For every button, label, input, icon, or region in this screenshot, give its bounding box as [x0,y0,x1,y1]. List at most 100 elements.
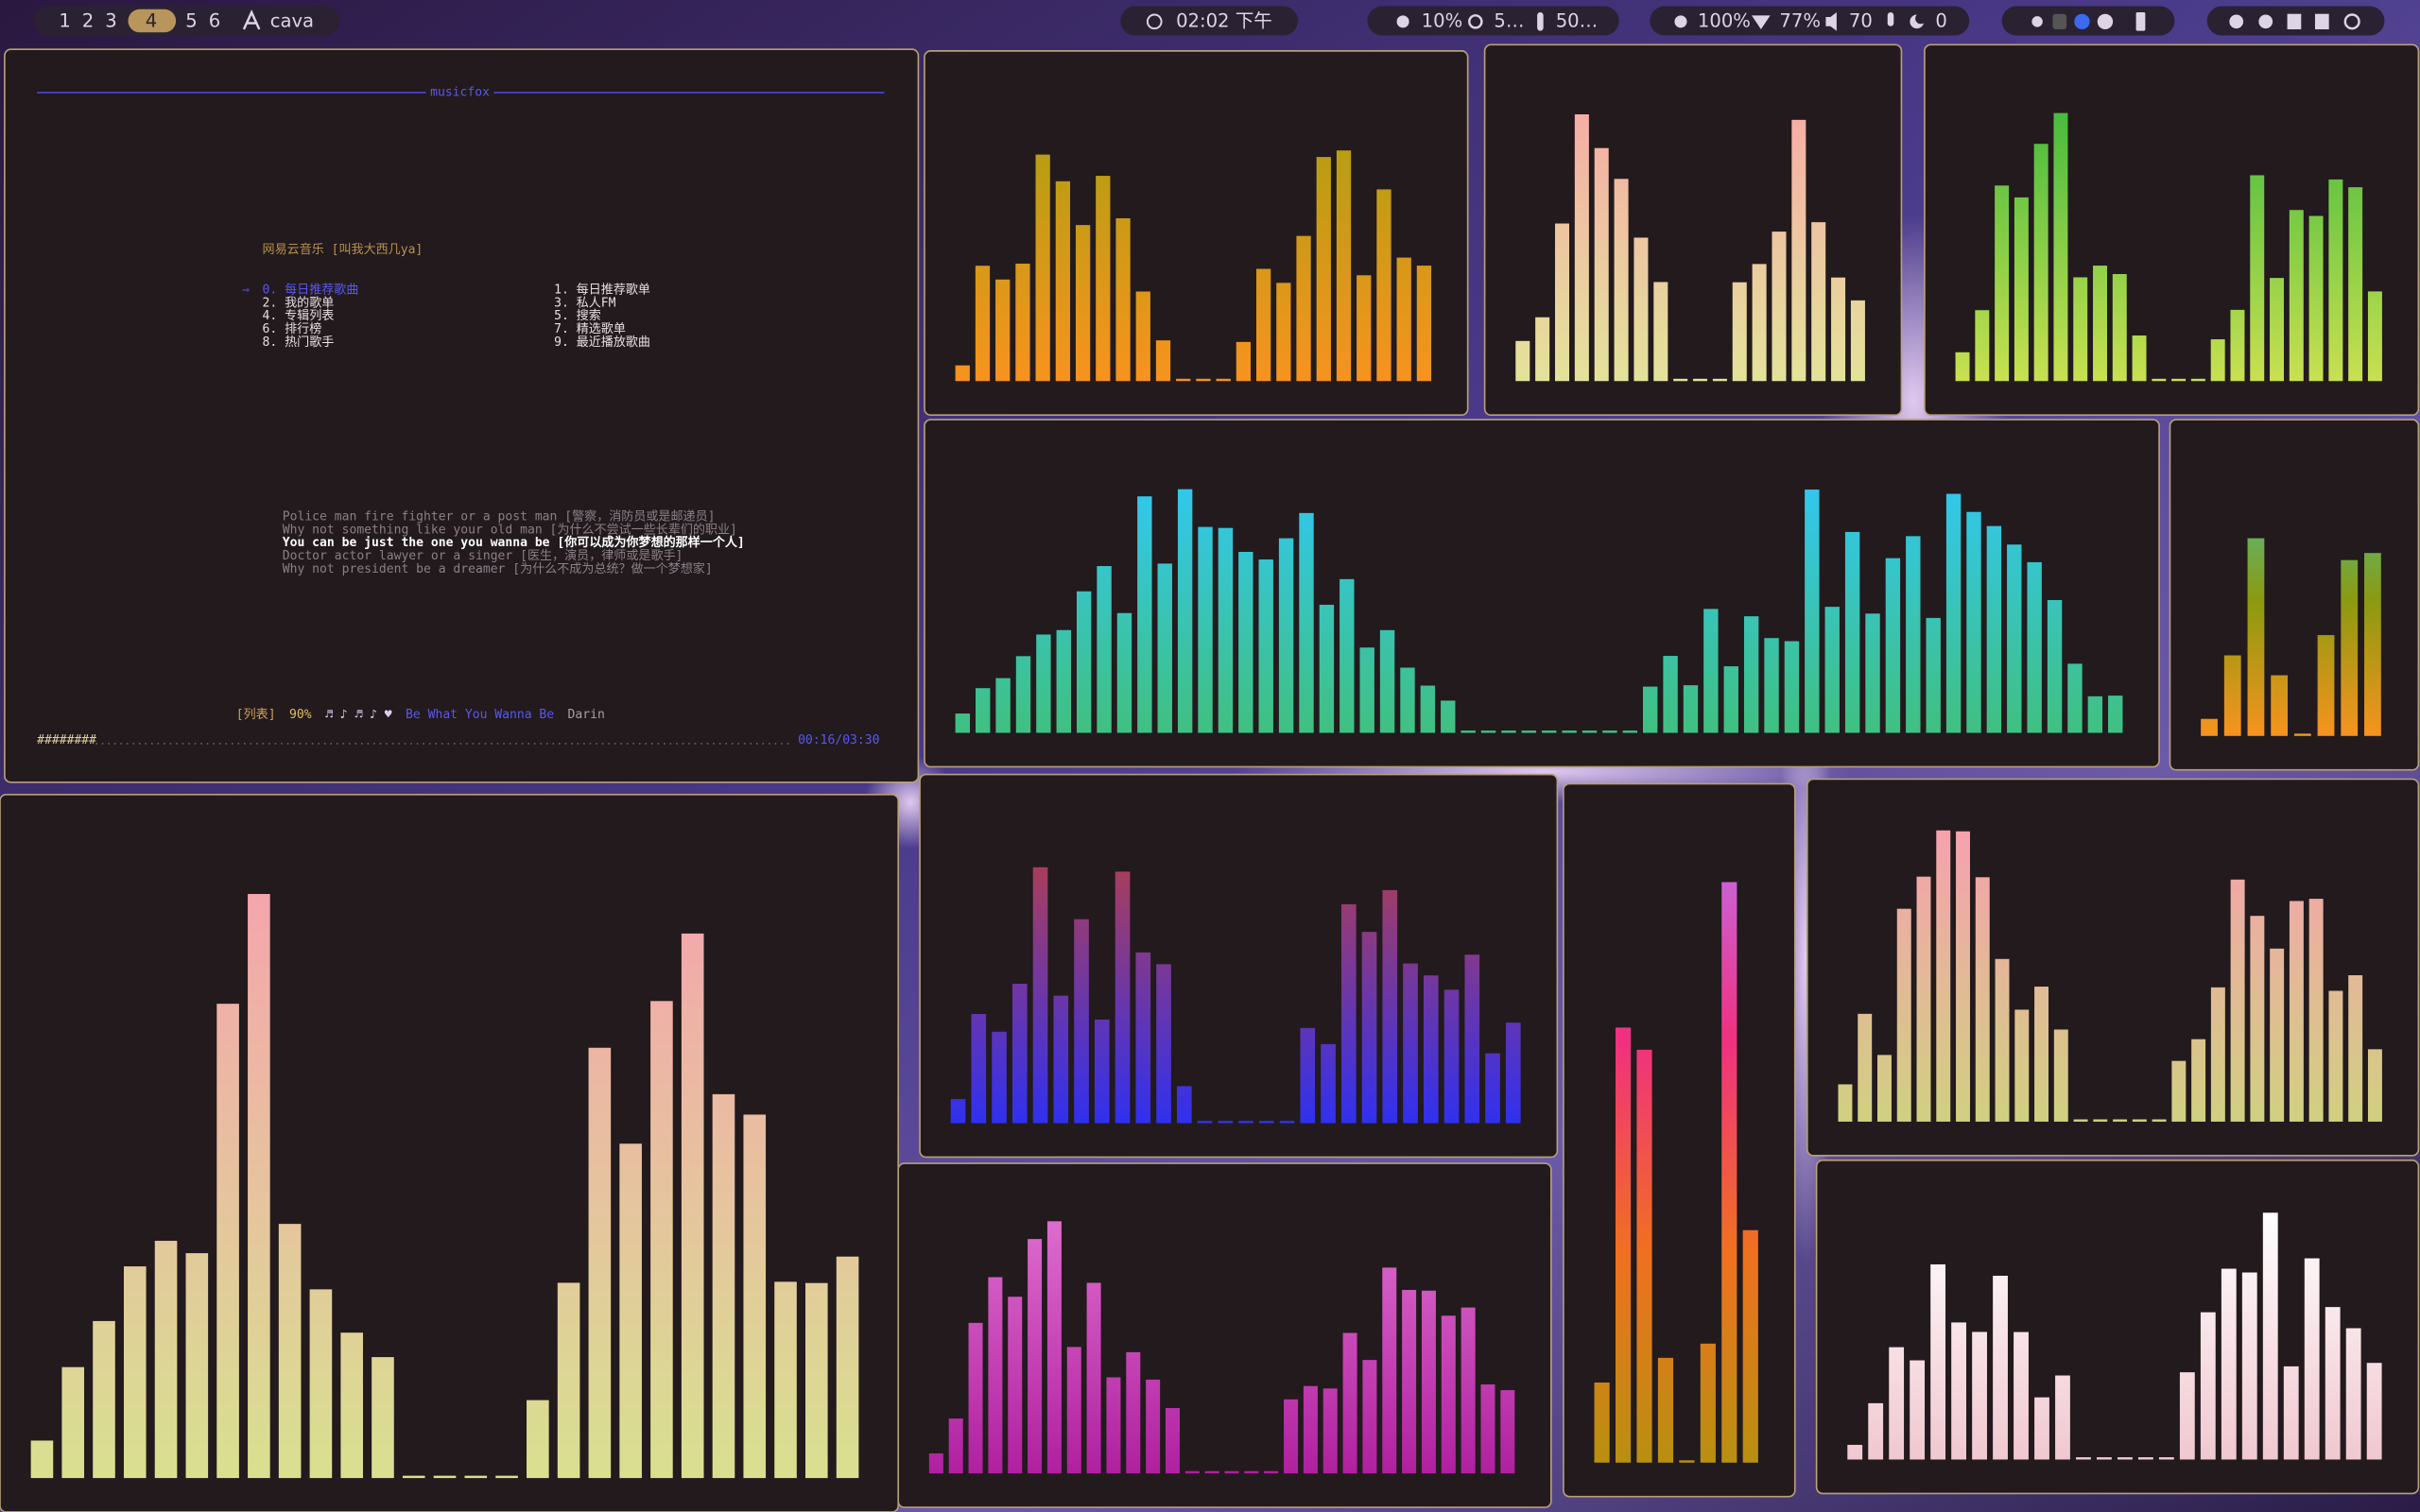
visualizer-bar [995,678,1011,733]
stats-pill [1367,6,1619,36]
workspace[interactable]: 5 [185,9,197,31]
menu-item[interactable]: 5. 搜索 [554,309,601,323]
menu-item[interactable]: 9. 最近播放歌曲 [554,335,650,350]
visualizer-bar [1955,352,1970,382]
visualizer-bar [61,1366,85,1479]
visualizer-bar [2055,1375,2070,1460]
visualizer-bar [1156,964,1171,1124]
theme-button[interactable] [2258,14,2273,29]
visualizer-bar [975,266,991,382]
visualizer-bar [836,1256,859,1479]
workspace[interactable]: 2 [82,9,94,31]
menu-item[interactable]: 6. 排行榜 [263,321,322,336]
visualizer-bar [2271,675,2289,736]
visualizer-bar [2317,635,2335,736]
visualizer-bar [1403,963,1418,1124]
visualizer-bar [2108,696,2123,733]
visualizer-bar [950,1099,966,1124]
visualizer-bar [2152,1119,2167,1122]
visualizer-bar [2158,1457,2174,1460]
wifi: 77% [1779,9,1821,31]
cava-window [2169,419,2420,771]
visualizer-bar [1791,119,1806,382]
visualizer-bar [1342,1332,1357,1474]
visualizer-bar [1657,1357,1674,1463]
visualizer-bar [2250,175,2265,382]
visualizer-bar [1357,275,1372,382]
visualizer-bar [588,1047,612,1479]
visualizer-bar [650,1001,673,1479]
visualizer-bar [1700,1343,1716,1463]
lyric-line: Police man fire fighter or a post man [警… [283,508,716,524]
visualizer-bar [2076,1457,2091,1460]
play-time: 00:16/03:30 [798,733,879,747]
visualizer-bar [1480,1383,1495,1474]
menu-item[interactable]: 3. 私人FM [554,296,616,310]
power-button[interactable] [2343,13,2360,30]
visualizer-bar [2179,1372,2195,1460]
visualizer-bar [1464,954,1480,1124]
visualizer-bar [971,1014,987,1124]
cpu: 10% [1422,9,1463,31]
visualizer-bar [2283,1366,2299,1460]
visualizer-bar [2093,266,2107,382]
visualizer-bar [527,1400,549,1479]
workspace[interactable]: 4 [146,9,157,31]
visualizer-bar [1995,185,2010,382]
visualizer-bar [1258,559,1273,733]
visualizer-bar [2308,215,2324,382]
visualizer-bar [1340,903,1357,1124]
memory-icon [1468,14,1483,29]
visualizer-bar [1615,1027,1632,1463]
visualizer-bar [1321,1043,1336,1124]
visualizer-bar [2345,1328,2361,1460]
visualizer-bar [2132,335,2147,382]
tray-icon [2052,13,2067,30]
power-icons[interactable] [2229,13,2360,30]
heading: 网易云音乐 [叫我大西几ya] [263,242,424,257]
temp-icon [1537,12,1544,31]
launcher-button[interactable] [2229,14,2244,29]
workspace[interactable]: 1 [59,9,70,31]
visualizer-bar [1594,147,1609,382]
menu-item[interactable]: 8. 热门歌手 [263,335,335,350]
visualizer-bar [402,1475,425,1479]
visualizer-bar [1379,629,1395,733]
window-title: cava [270,9,314,31]
visualizer-bar [955,365,970,382]
visualizer-bar [805,1282,828,1479]
visualizer-bar [1402,1289,1417,1474]
visualizer-bar [1956,831,1970,1122]
menu-item[interactable]: 7. 精选歌单 [554,322,626,336]
visualizer-bar [2348,187,2363,382]
clipboard-button[interactable] [2314,13,2329,30]
menu-item[interactable]: 0. 每日推荐歌曲 [263,282,359,297]
window-frame [4,48,920,783]
visualizer-bar [1400,667,1415,733]
visualizer-bar [2171,378,2187,382]
visualizer-bar [1877,1055,1892,1122]
visualizer-bar [2053,1029,2068,1122]
visualizer-bar [2364,553,2381,736]
visualizer-bar [1106,1377,1121,1474]
visualizer-bar [1663,656,1678,733]
visualizer-bar [2223,655,2241,736]
visualizer-bar [1951,1322,1966,1460]
visualizer-bar [1896,908,1911,1122]
visualizer-bar [1975,877,1990,1122]
layout-button[interactable] [2287,13,2302,30]
visualizer-bar [1076,591,1092,733]
workspace[interactable]: 3 [105,9,116,31]
menu-item[interactable]: 2. 我的歌单 [263,295,335,310]
menu-item[interactable]: 4. 专辑列表 [263,309,335,323]
visualizer-bar [248,894,270,1479]
visualizer-bar [1244,1470,1259,1474]
menu-item[interactable]: 1. 每日推荐歌单 [554,282,650,297]
visualizer-bar [1515,340,1530,382]
workspace[interactable]: 6 [209,9,220,31]
visualizer-bar [1176,1086,1192,1124]
visualizer-bar [619,1143,642,1479]
visualizer-bar [2210,339,2225,382]
visualizer-bar [955,713,971,733]
visualizer-bar [1752,264,1767,382]
